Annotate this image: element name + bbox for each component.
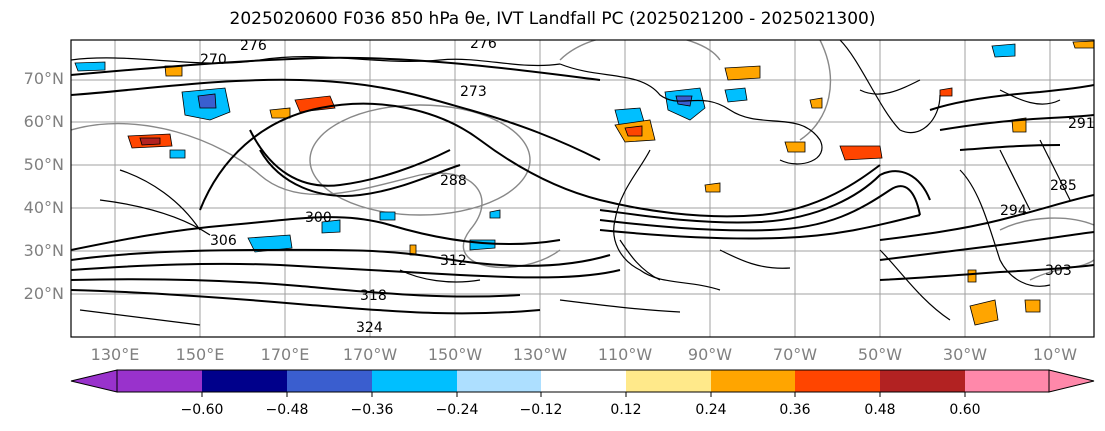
lon-label: 170°E: [260, 345, 310, 364]
contour-label: 324: [356, 320, 383, 336]
contour-label: 306: [210, 233, 237, 249]
theta-e-contours: [71, 56, 1094, 315]
colorbar-bin: [626, 370, 711, 392]
contour-label: 276: [240, 38, 267, 54]
lon-label: 90°W: [687, 345, 733, 364]
grey-contours: [71, 40, 1094, 281]
colorbar-tick-label: 0.12: [610, 402, 642, 418]
positive-anomaly-areas: [127, 40, 1094, 326]
colorbar-bin: [457, 370, 541, 392]
contour-label: 273: [460, 84, 487, 100]
lon-label: 130°E: [90, 345, 140, 364]
lon-label: 170°W: [342, 345, 398, 364]
colorbar-tick-label: −0.60: [180, 402, 224, 418]
lat-label: 60°N: [23, 112, 64, 131]
graticule: [71, 40, 1094, 337]
negative-anomaly-areas: [74, 43, 1016, 253]
contour-label: 294: [1000, 203, 1027, 219]
colorbar-tick-label: −0.24: [435, 402, 479, 418]
colorbar: [70, 369, 1095, 397]
contour-label: 270: [200, 52, 227, 68]
chart-title: 2025020600 F036 850 hPa θe, IVT Landfall…: [229, 9, 876, 29]
contour-label: 276: [470, 36, 497, 52]
contour-label: 312: [440, 253, 467, 269]
contour-label: 285: [1050, 178, 1077, 194]
map-frame-content: 276 270 276 273 288 300 306 312 318 324 …: [71, 36, 1095, 337]
colorbar-bin: [117, 370, 202, 392]
lon-label: 130°W: [512, 345, 568, 364]
lon-label: 10°W: [1032, 345, 1078, 364]
lon-label: 150°E: [175, 345, 225, 364]
colorbar-bin: [202, 370, 287, 392]
contour-label: 318: [360, 288, 387, 304]
lat-label: 30°N: [23, 241, 64, 260]
colorbar-bin: [795, 370, 880, 392]
contour-label: 288: [440, 173, 467, 189]
map-border: [70, 39, 1095, 338]
lon-label: 70°W: [772, 345, 818, 364]
colorbar-extend-min: [70, 369, 118, 393]
colorbar-bin: [287, 370, 372, 392]
colorbar-bin: [965, 370, 1049, 392]
lon-label: 110°W: [597, 345, 653, 364]
colorbar-tick-label: 0.24: [695, 402, 727, 418]
lat-label: 70°N: [23, 69, 64, 88]
contour-label: 300: [305, 210, 332, 226]
colorbar-tick-label: −0.12: [519, 402, 563, 418]
lon-label: 30°W: [942, 345, 988, 364]
colorbar-tick-label: −0.48: [265, 402, 309, 418]
lon-label: 150°W: [427, 345, 483, 364]
colorbar-bin: [880, 370, 965, 392]
lat-label: 50°N: [23, 155, 64, 174]
lon-label: 50°W: [857, 345, 903, 364]
lat-label: 20°N: [23, 284, 64, 303]
colorbar-tick-label: 0.48: [864, 402, 896, 418]
colorbar-outline: [116, 369, 1050, 393]
colorbar-extend-max: [1048, 369, 1095, 393]
contour-label: 291: [1068, 116, 1095, 132]
colorbar-tick-label: 0.36: [779, 402, 811, 418]
colorbar-ticks: [201, 392, 966, 397]
contour-labels: 276 270 276 273 288 300 306 312 318 324 …: [200, 36, 1095, 336]
contour-label: 303: [1045, 263, 1072, 279]
colorbar-tick-label: −0.36: [350, 402, 394, 418]
colorbar-bin: [541, 370, 626, 392]
colorbar-bin: [711, 370, 795, 392]
colorbar-tick-label: 0.60: [949, 402, 981, 418]
lat-label: 40°N: [23, 198, 64, 217]
colorbar-bin: [372, 370, 457, 392]
theta-e-minor-contours: [79, 139, 1071, 326]
